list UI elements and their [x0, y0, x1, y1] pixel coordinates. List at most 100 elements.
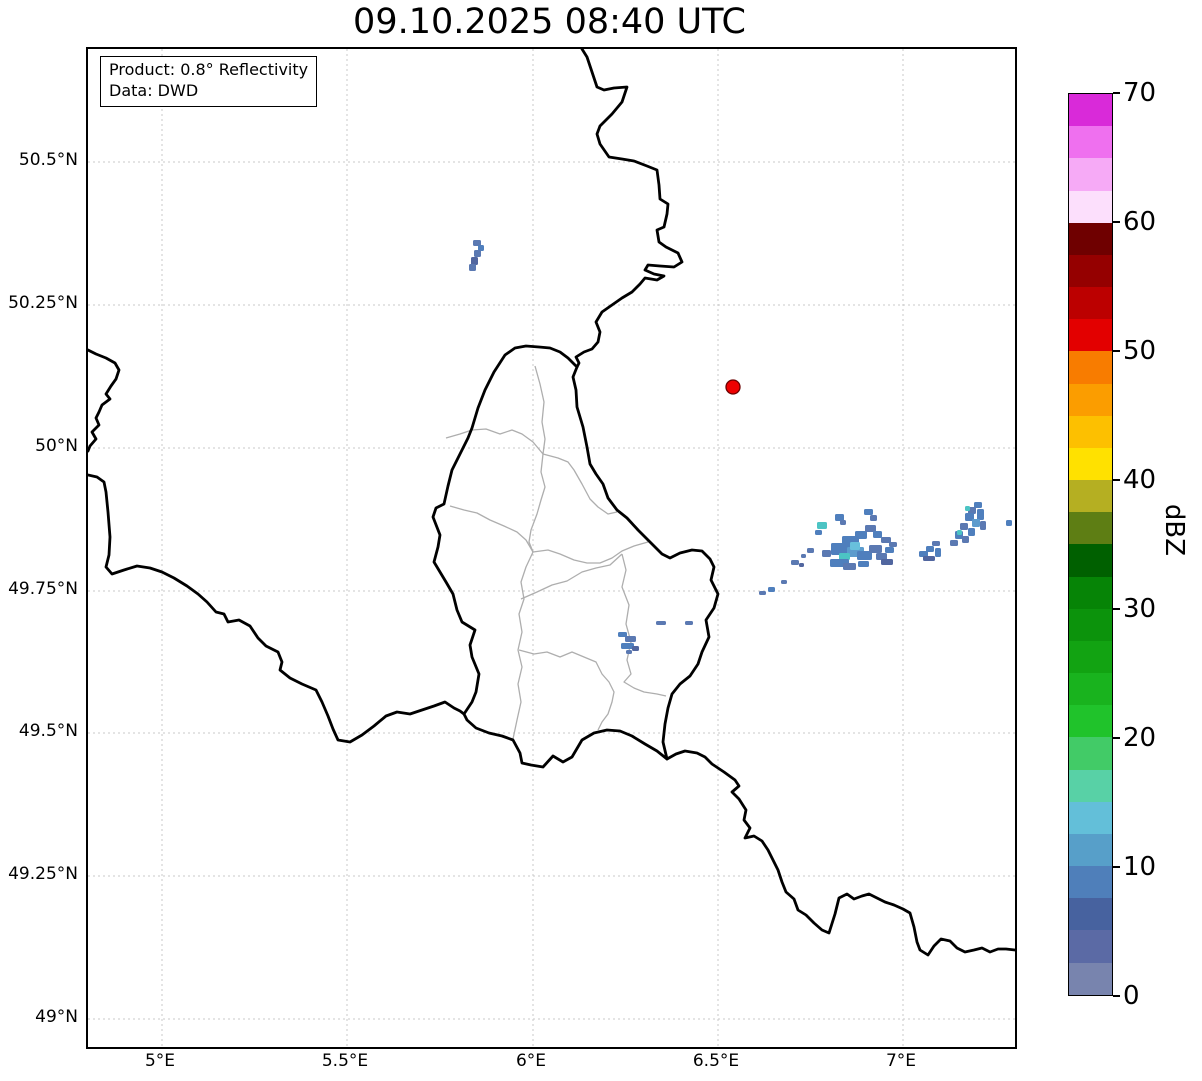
radar-echo — [822, 550, 831, 557]
radar-echo — [791, 560, 799, 565]
colorbar-cell — [1069, 126, 1112, 159]
radar-echo — [919, 551, 928, 557]
colorbar-tick-mark — [1113, 350, 1120, 352]
radar-echo — [840, 520, 846, 525]
radar-echo — [801, 554, 806, 558]
colorbar-tick-mark — [1113, 221, 1120, 223]
colorbar — [1068, 93, 1113, 996]
colorbar-cell — [1069, 480, 1112, 513]
radar-echo — [876, 553, 887, 560]
radar-echo — [932, 541, 940, 546]
gridlines — [88, 49, 1015, 1047]
radar-echo — [881, 559, 893, 565]
y-tick-label: 49.5°N — [18, 721, 78, 741]
radar-echo — [881, 537, 891, 543]
radar-site-marker — [725, 379, 741, 395]
product-line: Product: 0.8° Reflectivity — [109, 60, 309, 79]
colorbar-cell — [1069, 833, 1112, 867]
y-tick-label: 50.25°N — [8, 293, 78, 313]
data-source-line: Data: DWD — [109, 80, 199, 100]
colorbar-cell — [1069, 737, 1112, 770]
radar-echo — [935, 548, 941, 557]
colorbar-cell — [1069, 930, 1112, 963]
colorbar-cell — [1069, 94, 1112, 127]
radar-echo — [980, 521, 986, 530]
radar-echo — [799, 563, 804, 567]
colorbar-cell — [1069, 769, 1112, 802]
radar-echo — [972, 519, 980, 527]
colorbar-tick-mark — [1113, 995, 1120, 997]
colorbar-cell — [1069, 287, 1112, 320]
radar-echo — [625, 636, 636, 642]
colorbar-tick-label: 0 — [1123, 981, 1140, 1011]
colorbar-cell — [1069, 319, 1112, 352]
border-france-germany — [665, 749, 1015, 957]
radar-echo — [926, 546, 934, 552]
x-tick-label: 7°E — [885, 1051, 917, 1071]
colorbar-cell — [1069, 158, 1112, 191]
radar-echo — [685, 621, 693, 625]
colorbar-cell — [1069, 222, 1112, 255]
radar-echo — [759, 591, 766, 595]
border-belgium-france — [88, 348, 121, 453]
colorbar-cell — [1069, 544, 1112, 577]
national-borders — [88, 49, 1015, 957]
radar-echo — [626, 650, 632, 654]
radar-echo — [923, 556, 935, 561]
radar-echo — [656, 621, 666, 625]
figure-title: 09.10.2025 08:40 UTC — [353, 2, 746, 42]
border-luxembourg — [431, 344, 720, 769]
colorbar-cell — [1069, 254, 1112, 288]
radar-echo — [869, 545, 882, 553]
x-tick-label: 6.5°E — [692, 1051, 740, 1071]
colorbar-tick-label: 20 — [1123, 723, 1157, 753]
colorbar-cell — [1069, 512, 1112, 545]
radar-echo — [885, 547, 894, 553]
radar-echo — [873, 531, 882, 538]
colorbar-tick-label: 10 — [1123, 852, 1157, 882]
colorbar-tick-mark — [1113, 92, 1120, 94]
radar-echo — [474, 250, 481, 257]
radar-site-marker-layer — [725, 379, 741, 395]
radar-echo — [957, 530, 962, 535]
radar-echo — [855, 531, 867, 539]
radar-echo — [865, 525, 876, 532]
map-panel: Product: 0.8° Reflectivity Data: DWD — [86, 47, 1017, 1049]
radar-echo — [864, 509, 873, 515]
colorbar-unit-label: dBZ — [1159, 503, 1189, 557]
radar-echo — [768, 587, 775, 592]
radar-echo — [950, 540, 958, 546]
colorbar-cell — [1069, 383, 1112, 416]
colorbar-cell — [1069, 898, 1112, 931]
colorbar-cell — [1069, 673, 1112, 706]
radar-echo — [781, 580, 787, 584]
colorbar-cell — [1069, 866, 1112, 899]
radar-echo — [835, 514, 844, 521]
colorbar-cell — [1069, 962, 1112, 995]
colorbar-cell — [1069, 801, 1112, 834]
border-belgium-germany — [574, 49, 684, 369]
radar-echo — [1006, 520, 1012, 526]
colorbar-cell — [1069, 640, 1112, 674]
radar-echo — [962, 536, 969, 543]
colorbar-cell — [1069, 608, 1112, 641]
radar-echo — [473, 240, 481, 246]
radar-echo — [850, 542, 860, 550]
radar-echo — [471, 257, 478, 265]
colorbar-tick-label: 50 — [1123, 336, 1157, 366]
colorbar-cell — [1069, 705, 1112, 738]
colorbar-cell — [1069, 415, 1112, 448]
y-tick-label: 50.5°N — [18, 150, 78, 170]
radar-echo — [857, 551, 872, 560]
radar-echo — [807, 548, 814, 553]
x-tick-label: 5.5°E — [321, 1051, 369, 1071]
radar-echo — [965, 513, 974, 521]
x-tick-label: 6°E — [515, 1051, 547, 1071]
radar-echo — [858, 561, 869, 567]
radar-echo — [974, 502, 982, 508]
radar-echo-layer — [469, 240, 1012, 654]
radar-echo — [815, 530, 822, 535]
radar-echo — [960, 523, 968, 530]
border-france-luxembourg — [88, 473, 466, 744]
